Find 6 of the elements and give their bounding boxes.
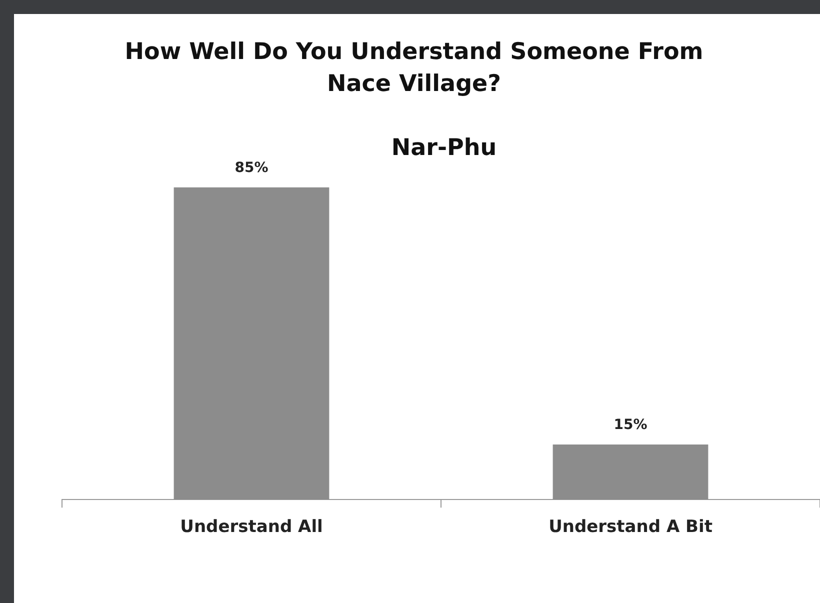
x-tick-label: Understand A Bit [548, 517, 712, 538]
chart-title: How Well Do You Understand Someone From Nace Village? [124, 38, 704, 99]
x-tick-label: Understand All [180, 517, 323, 538]
chart-subtitle: Nar-Phu [390, 134, 498, 163]
data-label: 15% [614, 417, 648, 434]
data-label: 85% [234, 160, 268, 176]
